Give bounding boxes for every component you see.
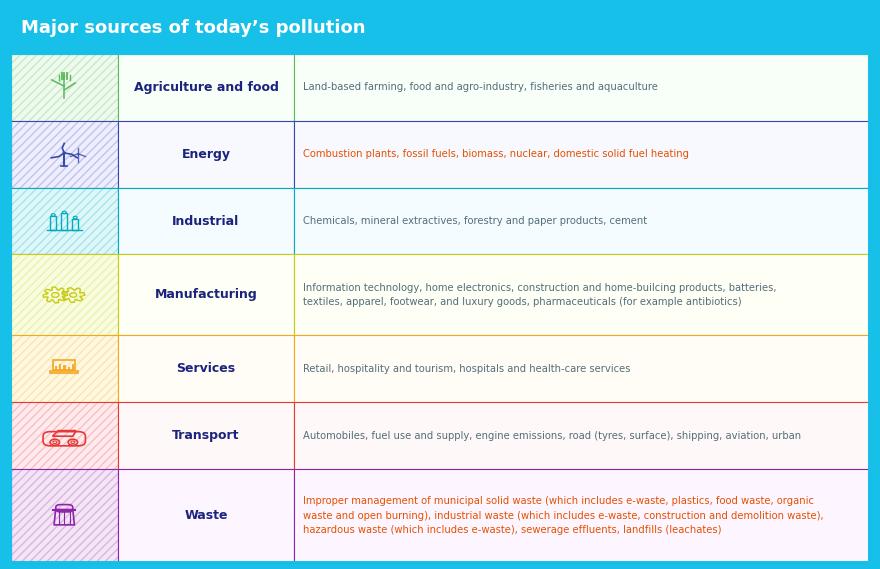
Bar xyxy=(294,254,869,336)
Bar xyxy=(294,121,869,188)
Bar xyxy=(68,367,70,370)
Text: Retail, hospitality and tourism, hospitals and health-care services: Retail, hospitality and tourism, hospita… xyxy=(303,364,630,374)
Text: Information technology, home electronics, construction and home-builcing product: Information technology, home electronics… xyxy=(303,283,776,307)
Text: Services: Services xyxy=(176,362,236,376)
Bar xyxy=(72,218,78,230)
Bar xyxy=(11,469,118,562)
Text: Transport: Transport xyxy=(172,429,239,442)
Bar xyxy=(294,402,869,469)
Bar xyxy=(11,188,118,254)
Bar xyxy=(118,402,294,469)
Bar xyxy=(62,213,67,230)
Text: Waste: Waste xyxy=(184,509,228,522)
Text: Agriculture and food: Agriculture and food xyxy=(134,81,278,94)
Bar xyxy=(54,360,75,370)
Bar xyxy=(11,254,118,336)
Text: Chemicals, mineral extractives, forestry and paper products, cement: Chemicals, mineral extractives, forestry… xyxy=(303,216,647,226)
Text: Energy: Energy xyxy=(181,148,231,161)
Bar xyxy=(118,254,294,336)
Bar xyxy=(118,188,294,254)
Bar xyxy=(11,54,118,121)
Bar xyxy=(59,364,62,370)
Text: Automobiles, fuel use and supply, engine emissions, road (tyres, surface), shipp: Automobiles, fuel use and supply, engine… xyxy=(303,431,801,440)
Bar xyxy=(294,188,869,254)
Bar xyxy=(11,54,869,562)
Bar xyxy=(118,121,294,188)
Bar xyxy=(11,336,118,402)
Bar xyxy=(11,54,118,121)
Bar xyxy=(11,188,118,254)
Bar xyxy=(55,366,57,370)
Bar xyxy=(294,336,869,402)
Bar xyxy=(294,469,869,562)
Text: Major sources of today’s pollution: Major sources of today’s pollution xyxy=(21,19,365,37)
Bar xyxy=(11,336,118,402)
Bar xyxy=(118,469,294,562)
Bar xyxy=(11,7,869,50)
Bar xyxy=(50,370,78,373)
Text: Improper management of municipal solid waste (which includes e-waste, plastics, : Improper management of municipal solid w… xyxy=(303,496,824,535)
Bar xyxy=(11,254,118,336)
Text: Industrial: Industrial xyxy=(172,215,239,228)
Bar xyxy=(11,402,118,469)
Text: Manufacturing: Manufacturing xyxy=(155,288,257,302)
Bar xyxy=(118,54,294,121)
Text: Combustion plants, fossil fuels, biomass, nuclear, domestic solid fuel heating: Combustion plants, fossil fuels, biomass… xyxy=(303,149,689,159)
Bar xyxy=(72,364,75,370)
Bar xyxy=(63,365,66,370)
Bar xyxy=(50,216,56,230)
Text: Land-based farming, food and agro-industry, fisheries and aquaculture: Land-based farming, food and agro-indust… xyxy=(303,83,657,92)
Bar xyxy=(11,402,118,469)
Bar xyxy=(11,121,118,188)
Bar xyxy=(294,54,869,121)
Bar xyxy=(11,121,118,188)
Bar xyxy=(118,336,294,402)
Bar xyxy=(11,469,118,562)
